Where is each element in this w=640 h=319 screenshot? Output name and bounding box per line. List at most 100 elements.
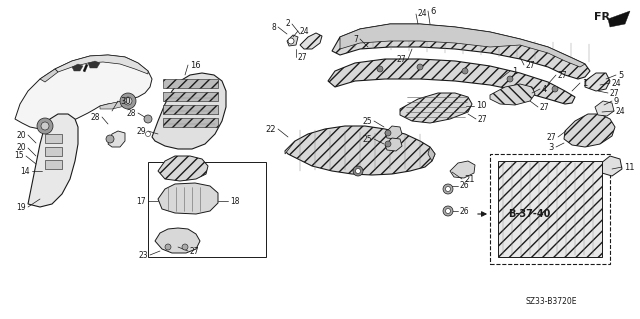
- Text: 27: 27: [540, 102, 550, 112]
- Circle shape: [445, 209, 451, 213]
- Polygon shape: [108, 131, 125, 147]
- Polygon shape: [72, 64, 83, 71]
- Text: 24: 24: [418, 10, 428, 19]
- Polygon shape: [55, 55, 148, 74]
- Polygon shape: [498, 161, 602, 257]
- Circle shape: [417, 64, 423, 70]
- Polygon shape: [163, 118, 218, 127]
- Text: 25: 25: [362, 135, 372, 144]
- Polygon shape: [100, 99, 133, 109]
- Text: 3: 3: [548, 143, 554, 152]
- Polygon shape: [385, 126, 402, 139]
- Text: 25: 25: [362, 116, 372, 125]
- Text: 19: 19: [17, 203, 26, 211]
- Text: 27: 27: [396, 55, 406, 63]
- Text: B-37-40: B-37-40: [508, 209, 550, 219]
- Text: 4: 4: [542, 85, 547, 93]
- Text: 7: 7: [353, 34, 358, 43]
- Polygon shape: [158, 156, 208, 181]
- Text: 6: 6: [430, 6, 435, 16]
- Text: 27: 27: [547, 132, 556, 142]
- Polygon shape: [287, 35, 298, 46]
- Polygon shape: [45, 160, 62, 169]
- Polygon shape: [285, 126, 435, 175]
- Text: 10: 10: [476, 101, 486, 110]
- Polygon shape: [385, 138, 402, 151]
- Text: 27: 27: [610, 88, 620, 98]
- Polygon shape: [88, 61, 100, 68]
- Text: 27: 27: [298, 53, 308, 62]
- Circle shape: [443, 184, 453, 194]
- Circle shape: [507, 76, 513, 82]
- Circle shape: [385, 141, 391, 147]
- Text: SZ33-B3720E: SZ33-B3720E: [526, 296, 577, 306]
- Polygon shape: [608, 11, 630, 27]
- Text: 9: 9: [614, 97, 620, 106]
- Polygon shape: [15, 55, 152, 129]
- Polygon shape: [152, 73, 226, 149]
- Text: 20: 20: [17, 130, 26, 139]
- Text: 24: 24: [300, 26, 310, 35]
- Polygon shape: [332, 24, 590, 79]
- Text: 8: 8: [271, 23, 276, 32]
- Polygon shape: [28, 114, 78, 207]
- Polygon shape: [45, 134, 62, 143]
- Text: FR.: FR.: [594, 12, 614, 22]
- Circle shape: [37, 118, 53, 134]
- Polygon shape: [158, 183, 218, 214]
- Text: 30: 30: [120, 97, 131, 106]
- Text: 26: 26: [460, 206, 470, 216]
- Polygon shape: [163, 92, 218, 101]
- Circle shape: [443, 206, 453, 216]
- Bar: [490, 154, 610, 264]
- Polygon shape: [285, 141, 295, 154]
- Text: 27: 27: [558, 70, 568, 79]
- Text: 1: 1: [512, 66, 517, 76]
- Polygon shape: [340, 24, 585, 67]
- Circle shape: [353, 166, 363, 176]
- Text: 15: 15: [14, 152, 24, 160]
- Circle shape: [182, 244, 188, 250]
- Text: 24: 24: [612, 78, 621, 87]
- Text: 28: 28: [90, 113, 100, 122]
- Polygon shape: [400, 93, 472, 123]
- Text: 1: 1: [582, 78, 588, 87]
- Text: 17: 17: [136, 197, 146, 205]
- Polygon shape: [40, 69, 58, 82]
- Text: 23: 23: [138, 250, 148, 259]
- Circle shape: [288, 38, 294, 44]
- Text: 28: 28: [127, 108, 136, 117]
- Text: 21: 21: [464, 174, 474, 183]
- Circle shape: [462, 68, 468, 74]
- Bar: [148, 162, 266, 257]
- Text: 18: 18: [230, 197, 239, 205]
- Circle shape: [445, 187, 451, 191]
- Circle shape: [41, 122, 49, 130]
- Polygon shape: [328, 59, 575, 104]
- Text: 24: 24: [616, 107, 626, 115]
- Polygon shape: [45, 147, 62, 156]
- Circle shape: [377, 66, 383, 72]
- Text: 5: 5: [618, 70, 623, 79]
- Text: 26: 26: [460, 182, 470, 190]
- Circle shape: [145, 131, 150, 137]
- Polygon shape: [564, 114, 615, 147]
- Text: 29: 29: [136, 127, 146, 136]
- Polygon shape: [428, 147, 435, 161]
- Polygon shape: [163, 105, 218, 114]
- Text: 14: 14: [20, 167, 30, 175]
- Text: 27: 27: [478, 115, 488, 123]
- Circle shape: [106, 135, 114, 143]
- Polygon shape: [155, 228, 200, 253]
- Polygon shape: [163, 79, 218, 88]
- Circle shape: [120, 93, 136, 109]
- Polygon shape: [595, 101, 614, 116]
- Circle shape: [355, 168, 360, 174]
- Circle shape: [552, 86, 558, 92]
- Text: 27: 27: [526, 61, 536, 70]
- Text: 27: 27: [190, 247, 200, 256]
- Circle shape: [385, 130, 391, 136]
- Polygon shape: [83, 64, 88, 72]
- Circle shape: [124, 97, 132, 105]
- Text: 2: 2: [285, 19, 290, 28]
